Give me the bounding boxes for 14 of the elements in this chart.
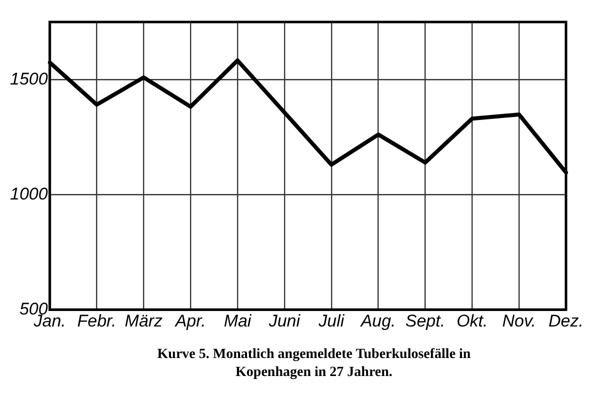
x-tick-label: Nov. — [502, 312, 536, 331]
x-tick-label: Apr. — [174, 312, 206, 331]
x-tick-label: Juni — [268, 312, 302, 331]
x-tick-label: Aug. — [360, 312, 396, 331]
x-tick-label: Juli — [318, 312, 346, 331]
x-tick-label: Mai — [224, 312, 252, 331]
y-tick-label: 1000 — [10, 184, 48, 204]
x-tick-label: Okt. — [456, 312, 488, 331]
y-tick-label: 1500 — [10, 69, 48, 88]
x-tick-label: Dez. — [548, 312, 584, 331]
x-tick-label: Febr. — [77, 312, 116, 331]
x-tick-label: März — [124, 312, 164, 331]
text: Kurve 5. Monatlich angemeldete Tuberkulosefälle in Kopenhagen in 27 Jahren. — [156, 346, 472, 382]
x-tick-label: Sept. — [405, 312, 446, 331]
